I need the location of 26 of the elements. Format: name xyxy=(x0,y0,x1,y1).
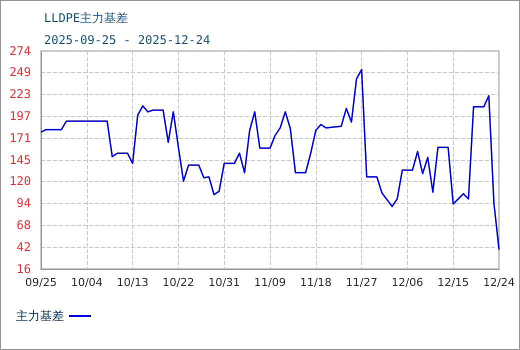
x-tick-label: 12/24 xyxy=(483,276,515,289)
x-tick-label: 12/15 xyxy=(437,276,470,289)
y-tick-label: 274 xyxy=(9,44,31,58)
x-tick-label: 12/06 xyxy=(392,276,424,289)
y-tick-label: 120 xyxy=(9,174,31,188)
y-tick-label: 197 xyxy=(9,109,31,124)
chart-title: LLDPE主力基差 xyxy=(44,11,128,25)
y-tick-label: 68 xyxy=(16,218,31,232)
y-tick-label: 42 xyxy=(16,240,31,254)
x-tick-label: 10/04 xyxy=(70,276,103,289)
y-tick-label: 249 xyxy=(9,65,31,80)
y-tick-label: 16 xyxy=(16,262,31,276)
chart-subtitle: 2025-09-25 - 2025-12-24 xyxy=(44,33,210,47)
line-series xyxy=(40,68,500,250)
y-tick-label: 171 xyxy=(9,131,31,146)
x-tick-label: 10/31 xyxy=(208,276,240,289)
y-tick-label: 94 xyxy=(16,196,31,210)
legend-label: 主力基差 xyxy=(16,309,64,323)
x-tick-label: 11/27 xyxy=(346,276,378,289)
x-tick-label: 11/18 xyxy=(300,276,332,289)
x-tick-label: 09/25 xyxy=(25,276,57,289)
x-tick-label: 10/22 xyxy=(162,276,194,289)
x-tick-label: 10/13 xyxy=(116,276,148,289)
x-tick-label: 11/09 xyxy=(254,276,286,289)
y-tick-label: 145 xyxy=(9,153,31,167)
y-tick-label: 223 xyxy=(9,87,31,102)
